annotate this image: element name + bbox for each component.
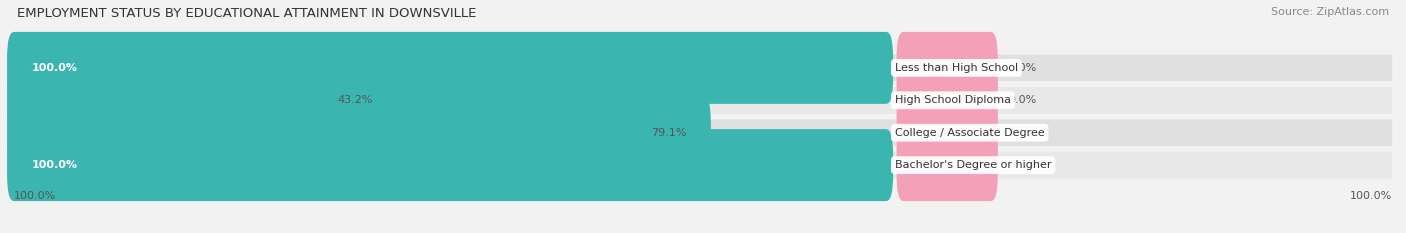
Text: 0.0%: 0.0% [1008, 95, 1036, 105]
Text: Source: ZipAtlas.com: Source: ZipAtlas.com [1271, 7, 1389, 17]
FancyBboxPatch shape [897, 129, 998, 201]
Text: 100.0%: 100.0% [31, 63, 77, 73]
Text: 0.0%: 0.0% [1008, 160, 1036, 170]
Text: EMPLOYMENT STATUS BY EDUCATIONAL ATTAINMENT IN DOWNSVILLE: EMPLOYMENT STATUS BY EDUCATIONAL ATTAINM… [17, 7, 477, 20]
Text: Bachelor's Degree or higher: Bachelor's Degree or higher [894, 160, 1052, 170]
FancyBboxPatch shape [14, 120, 886, 146]
FancyBboxPatch shape [14, 87, 1392, 113]
FancyBboxPatch shape [14, 55, 1392, 81]
Text: 100.0%: 100.0% [31, 160, 77, 170]
Text: 79.1%: 79.1% [651, 128, 686, 138]
FancyBboxPatch shape [897, 97, 998, 169]
FancyBboxPatch shape [14, 152, 1392, 178]
FancyBboxPatch shape [7, 32, 893, 104]
Text: Less than High School: Less than High School [894, 63, 1018, 73]
FancyBboxPatch shape [14, 152, 886, 178]
FancyBboxPatch shape [14, 55, 886, 81]
Text: 100.0%: 100.0% [1350, 191, 1392, 201]
Text: 0.0%: 0.0% [1008, 128, 1036, 138]
FancyBboxPatch shape [897, 64, 998, 136]
FancyBboxPatch shape [897, 32, 998, 104]
FancyBboxPatch shape [14, 55, 1392, 81]
Text: 100.0%: 100.0% [14, 191, 56, 201]
FancyBboxPatch shape [14, 120, 1392, 146]
Text: 0.0%: 0.0% [1008, 63, 1036, 73]
FancyBboxPatch shape [14, 152, 1392, 178]
FancyBboxPatch shape [7, 64, 398, 136]
FancyBboxPatch shape [14, 120, 1392, 146]
FancyBboxPatch shape [7, 97, 711, 169]
Text: High School Diploma: High School Diploma [894, 95, 1011, 105]
FancyBboxPatch shape [14, 87, 886, 113]
Text: College / Associate Degree: College / Associate Degree [894, 128, 1045, 138]
FancyBboxPatch shape [7, 129, 893, 201]
Text: 43.2%: 43.2% [337, 95, 374, 105]
FancyBboxPatch shape [14, 87, 1392, 113]
